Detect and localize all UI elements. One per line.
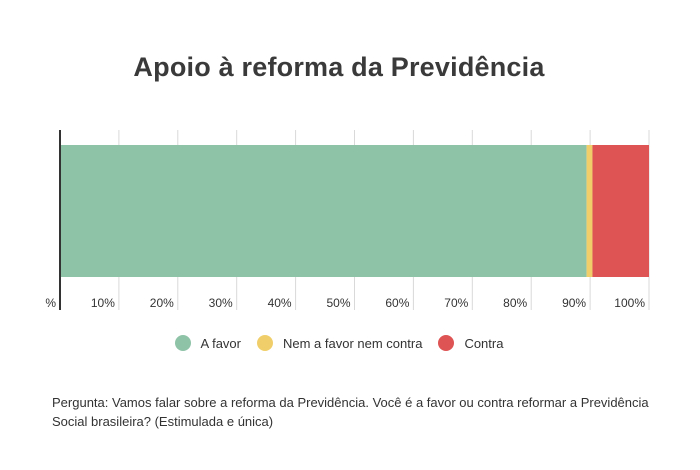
chart-title: Apoio à reforma da Previdência xyxy=(133,52,545,82)
bar-segment-contra[interactable] xyxy=(592,145,649,277)
x-tick-label: 90% xyxy=(562,296,586,310)
legend-label: Contra xyxy=(464,335,504,351)
bar-segment-a-favor[interactable] xyxy=(60,145,587,277)
legend-item-nem-a-favor-nem-contra[interactable]: Nem a favor nem contra xyxy=(256,335,423,351)
bar-segment-nem-a-favor-nem-contra[interactable] xyxy=(586,145,593,277)
x-tick-label: % xyxy=(45,296,56,310)
x-tick-label: 70% xyxy=(444,296,468,310)
x-tick-label: 100% xyxy=(614,296,645,310)
x-tick-labels: % 10% 20% 30% 40% 50% 60% 70% 80% 90% 100% xyxy=(45,296,645,310)
legend-swatch xyxy=(438,335,455,351)
chart-plot: % 10% 20% 30% 40% 50% 60% 70% 80% 90% 100% xyxy=(45,130,650,310)
legend-swatch xyxy=(256,335,273,351)
x-tick-label: 20% xyxy=(150,296,174,310)
bar-segments xyxy=(60,145,649,277)
legend-item-a-favor[interactable]: A favor xyxy=(174,335,241,351)
legend-label: A favor xyxy=(200,335,241,351)
legend: A favor Nem a favor nem contra Contra xyxy=(0,335,678,351)
x-tick-label: 30% xyxy=(209,296,233,310)
x-tick-label: 10% xyxy=(91,296,115,310)
x-tick-label: 80% xyxy=(503,296,527,310)
legend-item-contra[interactable]: Contra xyxy=(438,335,503,351)
question-footnote: Pergunta: Vamos falar sobre a reforma da… xyxy=(52,395,649,429)
x-tick-label: 40% xyxy=(268,296,292,310)
legend-label: Nem a favor nem contra xyxy=(282,335,423,351)
x-tick-label: 50% xyxy=(326,296,350,310)
x-tick-label: 60% xyxy=(385,296,409,310)
legend-swatch xyxy=(174,335,191,351)
